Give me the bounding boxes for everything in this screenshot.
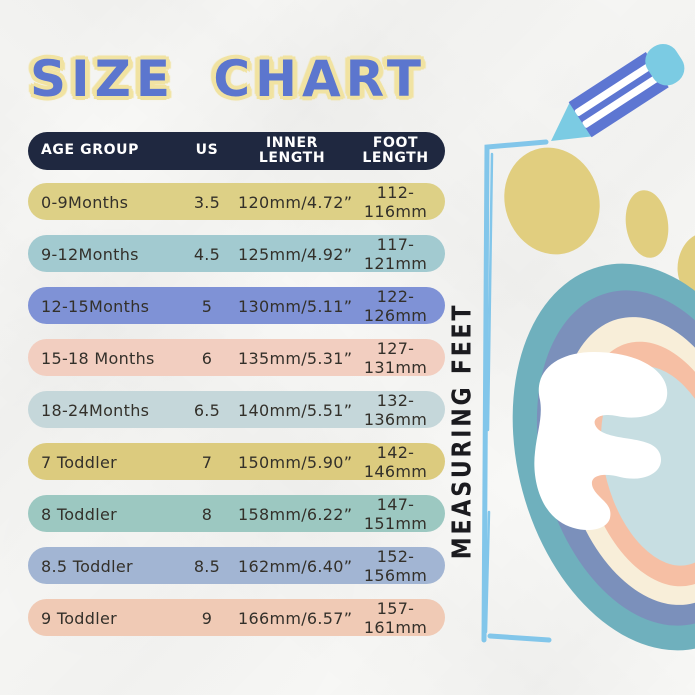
size-table: AGE GROUP US INNER LENGTH FOOT LENGTH 0-… [28, 132, 445, 637]
foot-length-cell: 117-121mm [363, 235, 428, 273]
foot-length-cell: 142-146mm [363, 443, 428, 481]
foot-length-cell: 112-116mm [363, 183, 428, 221]
foot-ring-teal [512, 263, 695, 651]
foot-length-cell: 147-151mm [363, 495, 428, 533]
foot-white-squiggle [534, 352, 668, 531]
table-row: 8 Toddler 8 158mm/6.22” 147-151mm [28, 495, 445, 533]
table-row: 0-9Months 3.5 120mm/4.72” 112-116mm [28, 183, 445, 221]
age-group-cell: 8.5 Toddler [41, 556, 133, 576]
measuring-feet-label: MEASURING FEET [446, 302, 478, 560]
header-inner-length: INNER LENGTH [258, 134, 326, 166]
foot-ring-center [601, 366, 695, 566]
foot-ring-cream [560, 317, 695, 605]
pencil-eraser [645, 43, 685, 86]
age-group-cell: 18-24Months [41, 400, 150, 420]
pencil-stripe [582, 72, 663, 128]
table-row: 9-12Months 4.5 125mm/4.92” 117-121mm [28, 235, 445, 273]
pencil-tip [551, 100, 594, 141]
big-toe [504, 147, 600, 255]
us-size-cell: 3.5 [193, 192, 221, 212]
pencil-stripe [574, 61, 655, 116]
table-row: 15-18 Months 6 135mm/5.31” 127-131mm [28, 339, 445, 377]
table-row: 9 Toddler 9 166mm/6.57” 157-161mm [28, 599, 445, 637]
pencil-body [568, 51, 669, 138]
age-group-cell: 7 Toddler [41, 452, 117, 472]
inner-length-cell: 125mm/4.92” [238, 244, 353, 264]
age-group-cell: 12-15Months [41, 296, 150, 316]
age-group-cell: 9 Toddler [41, 608, 117, 628]
second-toe [625, 190, 669, 258]
footprint-illustration [504, 147, 695, 651]
pencil-icon [551, 43, 685, 141]
us-size-cell: 6 [201, 348, 213, 368]
table-row: 7 Toddler 7 150mm/5.90” 142-146mm [28, 443, 445, 481]
us-size-cell: 8.5 [193, 556, 221, 576]
inner-length-cell: 120mm/4.72” [238, 192, 353, 212]
age-group-cell: 15-18 Months [41, 348, 155, 368]
page-title: SIZE CHART [30, 50, 427, 108]
us-size-cell: 9 [201, 608, 213, 628]
us-size-cell: 6.5 [193, 400, 221, 420]
bracket-sketch-stroke-top [486, 152, 494, 432]
age-group-cell: 9-12Months [41, 244, 139, 264]
foot-length-cell: 157-161mm [363, 599, 428, 637]
us-size-cell: 8 [201, 504, 213, 524]
bracket-bottom-line [487, 633, 552, 643]
table-header-row: AGE GROUP US INNER LENGTH FOOT LENGTH [28, 132, 445, 170]
header-foot-length: FOOT LENGTH [362, 134, 429, 166]
table-row: 12-15Months 5 130mm/5.11” 122-126mm [28, 287, 445, 325]
inner-length-cell: 150mm/5.90” [238, 452, 353, 472]
foot-ring-slate [536, 290, 695, 626]
inner-length-cell: 140mm/5.51” [238, 400, 353, 420]
foot-length-cell: 122-126mm [363, 287, 428, 325]
inner-length-cell: 162mm/6.40” [238, 556, 353, 576]
us-size-cell: 7 [201, 452, 213, 472]
us-size-cell: 4.5 [193, 244, 221, 264]
foot-length-cell: 132-136mm [363, 391, 428, 429]
table-row: 8.5 Toddler 8.5 162mm/6.40” 152-156mm [28, 547, 445, 585]
bracket-sketch-stroke-bottom [484, 510, 491, 634]
inner-length-cell: 166mm/6.57” [238, 608, 353, 628]
measuring-bracket [481, 139, 552, 643]
inner-length-cell: 158mm/6.22” [238, 504, 353, 524]
header-age-group: AGE GROUP [41, 142, 139, 159]
foot-length-cell: 152-156mm [363, 547, 428, 585]
inner-length-cell: 130mm/5.11” [238, 296, 353, 316]
table-row: 18-24Months 6.5 140mm/5.51” 132-136mm [28, 391, 445, 429]
age-group-cell: 8 Toddler [41, 504, 117, 524]
us-size-cell: 5 [201, 296, 213, 316]
inner-length-cell: 135mm/5.31” [238, 348, 353, 368]
third-toe [677, 233, 695, 295]
age-group-cell: 0-9Months [41, 192, 129, 212]
header-us-size: US [195, 142, 219, 159]
foot-ring-peach [580, 341, 695, 587]
bracket-main-line [481, 139, 549, 643]
foot-length-cell: 127-131mm [363, 339, 428, 377]
